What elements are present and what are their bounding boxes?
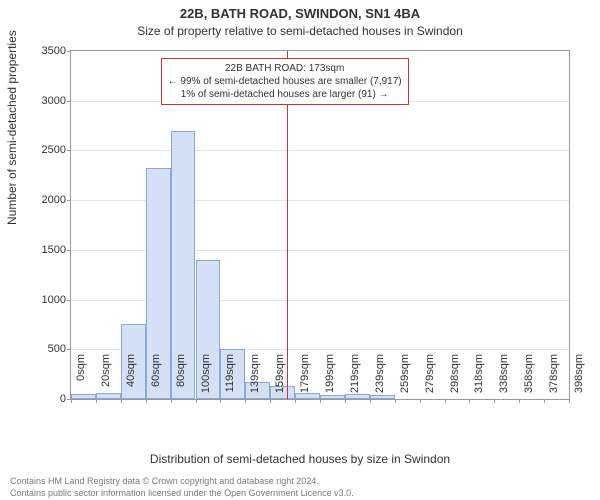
- footer-line-1: Contains HM Land Registry data © Crown c…: [10, 476, 319, 486]
- grid-line: [71, 150, 569, 151]
- x-tick-label: 318sqm: [473, 354, 485, 404]
- x-tick-mark: [220, 399, 221, 403]
- x-tick-label: 40sqm: [125, 354, 137, 404]
- y-tick-mark: [67, 349, 71, 350]
- x-tick-mark: [469, 399, 470, 403]
- y-tick-label: 2500: [6, 144, 66, 156]
- y-tick-label: 3000: [6, 95, 66, 107]
- chart-subtitle: Size of property relative to semi-detach…: [0, 24, 600, 38]
- footer-line-2: Contains public sector information licen…: [10, 488, 354, 498]
- x-tick-mark: [295, 399, 296, 403]
- x-tick-label: 279sqm: [424, 354, 436, 404]
- x-tick-mark: [445, 399, 446, 403]
- x-tick-label: 219sqm: [349, 354, 361, 404]
- x-tick-mark: [245, 399, 246, 403]
- x-tick-label: 100sqm: [200, 354, 212, 404]
- x-tick-mark: [121, 399, 122, 403]
- x-tick-mark: [494, 399, 495, 403]
- y-tick-mark: [67, 51, 71, 52]
- y-tick-mark: [67, 200, 71, 201]
- x-tick-mark: [320, 399, 321, 403]
- x-tick-label: 358sqm: [523, 354, 535, 404]
- x-tick-label: 398sqm: [573, 354, 585, 404]
- y-tick-label: 3500: [6, 45, 66, 57]
- x-tick-label: 199sqm: [324, 354, 336, 404]
- y-tick-label: 500: [6, 343, 66, 355]
- x-tick-label: 80sqm: [175, 354, 187, 404]
- x-tick-mark: [146, 399, 147, 403]
- x-tick-label: 378sqm: [548, 354, 560, 404]
- annotation-line-3: 1% of semi-detached houses are larger (9…: [168, 88, 402, 101]
- x-tick-label: 179sqm: [299, 354, 311, 404]
- x-tick-label: 0sqm: [75, 354, 87, 404]
- y-tick-label: 2000: [6, 194, 66, 206]
- annotation-line-2: ← 99% of semi-detached houses are smalle…: [168, 75, 402, 88]
- x-tick-label: 159sqm: [274, 354, 286, 404]
- x-tick-label: 239sqm: [374, 354, 386, 404]
- x-tick-label: 259sqm: [399, 354, 411, 404]
- chart-container: { "title_main": "22B, BATH ROAD, SWINDON…: [0, 0, 600, 500]
- x-tick-mark: [270, 399, 271, 403]
- y-tick-mark: [67, 101, 71, 102]
- x-tick-mark: [171, 399, 172, 403]
- y-tick-mark: [67, 250, 71, 251]
- y-tick-label: 1000: [6, 294, 66, 306]
- y-tick-mark: [67, 300, 71, 301]
- y-tick-mark: [67, 150, 71, 151]
- x-tick-label: 20sqm: [100, 354, 112, 404]
- x-tick-label: 139sqm: [249, 354, 261, 404]
- x-tick-mark: [71, 399, 72, 403]
- chart-title: 22B, BATH ROAD, SWINDON, SN1 4BA: [0, 6, 600, 21]
- x-tick-mark: [345, 399, 346, 403]
- x-tick-mark: [370, 399, 371, 403]
- x-tick-mark: [519, 399, 520, 403]
- x-tick-label: 119sqm: [224, 354, 236, 404]
- x-tick-mark: [420, 399, 421, 403]
- x-tick-mark: [544, 399, 545, 403]
- x-tick-mark: [196, 399, 197, 403]
- x-tick-mark: [395, 399, 396, 403]
- y-tick-label: 1500: [6, 244, 66, 256]
- plot-area: 22B BATH ROAD: 173sqm← 99% of semi-detac…: [70, 50, 570, 400]
- x-tick-mark: [569, 399, 570, 403]
- annotation-line-1: 22B BATH ROAD: 173sqm: [168, 62, 402, 75]
- x-tick-label: 298sqm: [449, 354, 461, 404]
- x-axis-label: Distribution of semi-detached houses by …: [0, 452, 600, 466]
- x-tick-label: 60sqm: [150, 354, 162, 404]
- x-tick-label: 338sqm: [498, 354, 510, 404]
- x-tick-mark: [96, 399, 97, 403]
- y-tick-label: 0: [6, 393, 66, 405]
- annotation-box: 22B BATH ROAD: 173sqm← 99% of semi-detac…: [161, 58, 409, 105]
